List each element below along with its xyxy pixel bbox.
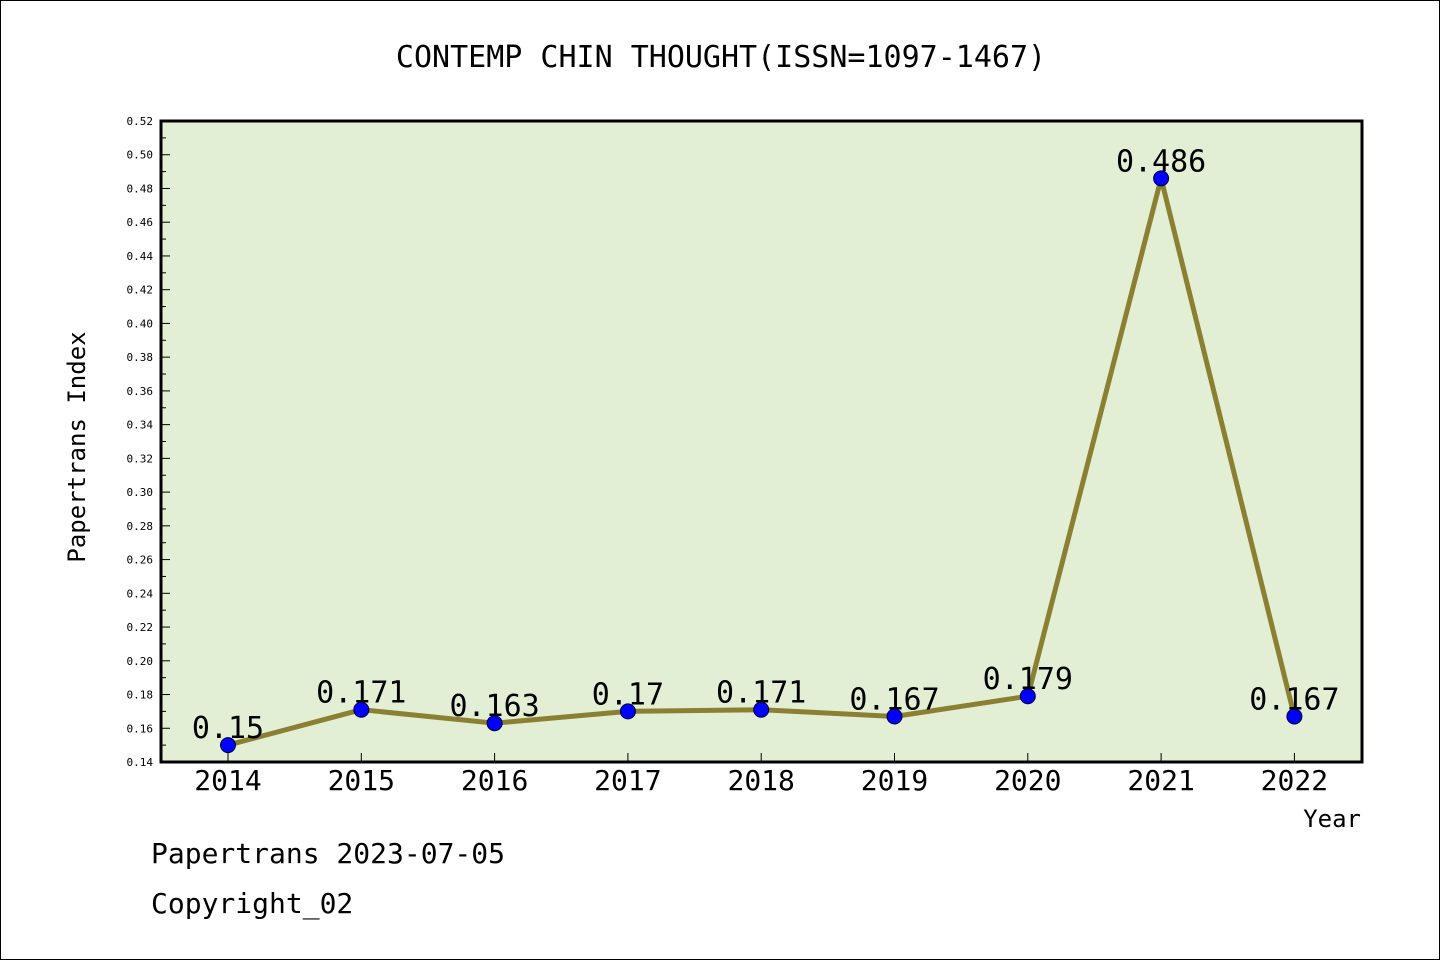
x-tick-label: 2021 xyxy=(1127,764,1194,797)
x-tick-label: 2014 xyxy=(194,764,261,797)
y-tick-label: 0.40 xyxy=(127,317,154,330)
x-tick-label: 2017 xyxy=(594,764,661,797)
y-tick-label: 0.50 xyxy=(127,149,154,162)
y-tick-label: 0.16 xyxy=(127,722,154,735)
data-point xyxy=(1019,688,1036,705)
y-tick-label: 0.20 xyxy=(127,655,154,668)
footer-date-line: Papertrans 2023-07-05 xyxy=(151,837,506,870)
y-tick-label: 0.46 xyxy=(127,216,154,229)
data-point xyxy=(220,737,236,754)
y-tick-label: 0.42 xyxy=(127,284,154,297)
footer-copyright-line: Copyright_02 xyxy=(151,887,354,920)
y-tick-label: 0.22 xyxy=(127,621,154,634)
y-tick-label: 0.36 xyxy=(127,385,154,398)
data-point xyxy=(486,715,503,732)
y-axis-label: Papertrans Index xyxy=(63,331,91,562)
data-label: 0.486 xyxy=(1116,144,1206,179)
y-tick-label: 0.44 xyxy=(127,250,154,263)
data-label: 0.17 xyxy=(592,677,664,712)
y-tick-label: 0.52 xyxy=(127,115,154,128)
y-tick-label: 0.26 xyxy=(127,554,154,567)
chart-title: CONTEMP CHIN THOUGHT(ISSN=1097-1467) xyxy=(396,40,1046,75)
data-point xyxy=(353,701,370,718)
data-point xyxy=(1286,708,1303,725)
y-tick-label: 0.30 xyxy=(127,486,154,499)
x-tick-label: 2020 xyxy=(994,764,1061,797)
y-tick-label: 0.14 xyxy=(127,756,154,769)
series-layer: 0.15 0.171 0.163 0.17 0.171 0.167 0.179 0.486 0.… xyxy=(192,144,1340,754)
y-axis: 0.14 0.16 0.18 0.20 0.22 0.24 0.26 0.28 0.30 0.32… xyxy=(127,115,170,769)
x-axis: 2014 2015 2016 2017 2018 2019 2020 2021 2022 xyxy=(194,753,1328,797)
data-label: 0.179 xyxy=(983,662,1073,697)
y-tick-label: 0.48 xyxy=(127,182,154,195)
data-label: 0.163 xyxy=(449,689,539,724)
x-tick-label: 2019 xyxy=(861,764,928,797)
y-tick-label: 0.32 xyxy=(127,452,154,465)
plot-area xyxy=(159,119,1364,764)
data-point xyxy=(619,703,636,720)
data-label: 0.171 xyxy=(316,676,406,711)
y-tick-label: 0.38 xyxy=(127,351,154,364)
data-label: 0.15 xyxy=(192,711,264,746)
x-axis-label: Year xyxy=(1303,805,1361,833)
x-tick-label: 2018 xyxy=(727,764,794,797)
data-point xyxy=(1153,170,1170,187)
x-tick-label: 2016 xyxy=(461,764,528,797)
x-tick-label: 2022 xyxy=(1261,764,1328,797)
data-label: 0.171 xyxy=(716,676,806,711)
y-tick-label: 0.24 xyxy=(127,587,154,600)
y-tick-label: 0.34 xyxy=(127,419,154,432)
x-tick-label: 2015 xyxy=(328,764,395,797)
y-tick-label: 0.18 xyxy=(127,689,154,702)
data-label: 0.167 xyxy=(1249,682,1339,717)
y-tick-label: 0.28 xyxy=(127,520,154,533)
data-point xyxy=(886,708,903,725)
data-point xyxy=(753,701,770,718)
data-label: 0.167 xyxy=(849,682,939,717)
